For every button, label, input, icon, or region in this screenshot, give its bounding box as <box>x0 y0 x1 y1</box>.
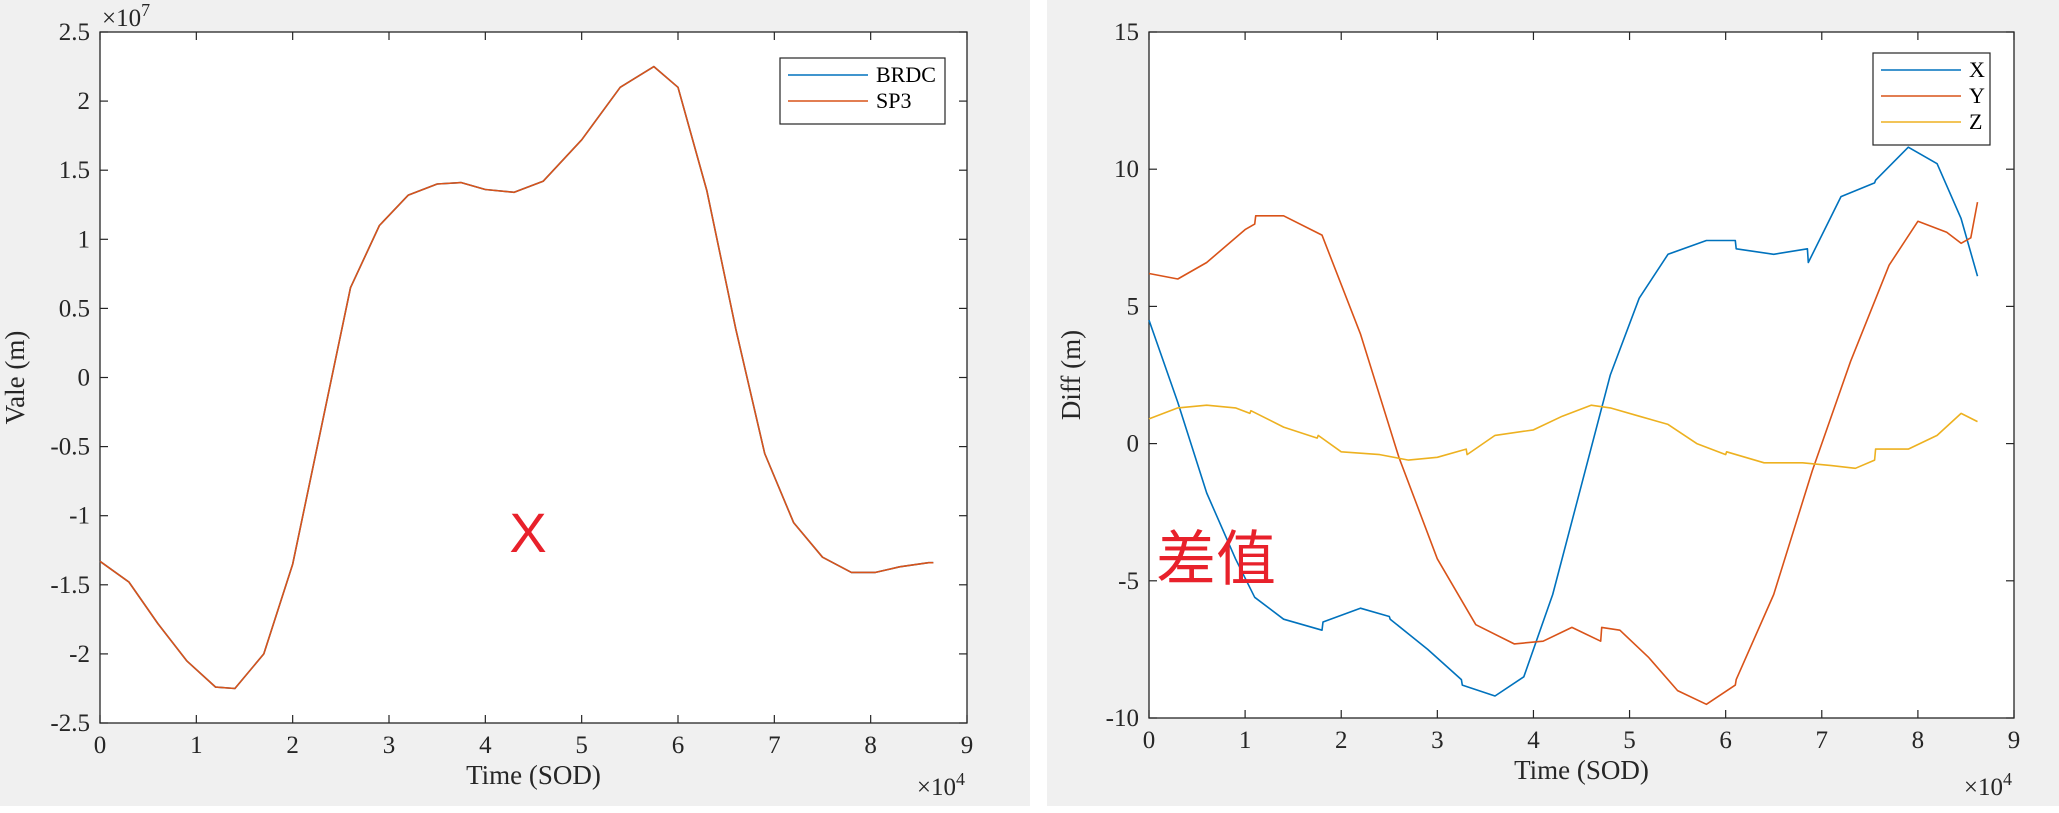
x-tick-label: 0 <box>94 732 107 759</box>
y-tick-label: -1 <box>69 503 90 530</box>
right-figure-panel: 0 1 2 3 4 5 6 7 8 9 -10 -5 0 5 10 15 Time (SOD) Diff (m) ×… <box>1047 0 2059 806</box>
plot-area <box>99 31 968 724</box>
x-axis-label: Time (SOD) <box>466 760 601 790</box>
y-tick-label: 0 <box>1127 431 1140 458</box>
x-tick-label: 6 <box>1719 727 1732 754</box>
x-tick-label: 9 <box>961 732 974 759</box>
y-tick-label: -2.5 <box>50 710 90 737</box>
x-tick-label: 8 <box>864 732 877 759</box>
legend-label-z: Z <box>1969 109 1982 134</box>
plot-area <box>1148 31 2015 719</box>
x-axis-multiplier: ×104 <box>1964 769 2012 801</box>
legend-box <box>1872 52 1991 146</box>
y-tick-label: 1 <box>78 226 91 253</box>
annotation-label: X <box>509 501 546 564</box>
series-line-z <box>1148 404 1978 470</box>
x-tick-label: 7 <box>1816 727 1829 754</box>
x-tick-label: 8 <box>1912 727 1925 754</box>
x-tick-label: 5 <box>1623 727 1636 754</box>
x-tick-label: 3 <box>1431 727 1444 754</box>
y-tick-label: 0 <box>78 365 91 392</box>
y-tick-label: 10 <box>1114 156 1139 183</box>
x-tick-label: 7 <box>768 732 781 759</box>
y-tick-label: 2 <box>78 88 91 115</box>
y-tick-label: -5 <box>1118 568 1139 595</box>
left-figure-panel: 0 1 2 3 4 5 6 7 8 9 -2.5 -2 -1.5 -1 -0.5 0 0.5 1 1.5 2 2.5 Ti… <box>0 0 1030 806</box>
legend-label-x: X <box>1969 57 1985 82</box>
x-tick-label: 6 <box>672 732 685 759</box>
y-tick-label: 5 <box>1127 293 1140 320</box>
x-tick-label: 2 <box>286 732 299 759</box>
x-axis-multiplier: ×104 <box>917 769 965 801</box>
y-tick-label: -10 <box>1106 705 1139 732</box>
y-tick-label: -1.5 <box>50 572 90 599</box>
legend-box <box>779 57 946 125</box>
x-tick-label: 2 <box>1335 727 1348 754</box>
y-tick-label: -0.5 <box>50 434 90 461</box>
x-tick-label: 4 <box>1527 727 1540 754</box>
x-tick-label: 9 <box>2008 727 2021 754</box>
x-tick-label: 5 <box>575 732 588 759</box>
y-axis-multiplier: ×107 <box>102 0 150 32</box>
x-tick-label: 1 <box>190 732 203 759</box>
position-chart: 0 1 2 3 4 5 6 7 8 9 -2.5 -2 -1.5 -1 -0.5 0 0.5 1 1.5 2 2.5 Ti… <box>0 0 974 801</box>
y-tick-label: -2 <box>69 641 90 668</box>
series-line-y <box>1148 201 1979 706</box>
legend-label-sp3: SP3 <box>876 88 911 113</box>
series-line-x <box>1148 146 1979 697</box>
x-tick-label: 0 <box>1143 727 1156 754</box>
x-tick-label: 4 <box>479 732 492 759</box>
annotation-label: 差值 <box>1156 526 1276 593</box>
legend-label-y: Y <box>1969 83 1985 108</box>
y-tick-label: 1.5 <box>59 157 90 184</box>
legend-label-brdc: BRDC <box>876 62 936 87</box>
x-axis-label: Time (SOD) <box>1514 755 1649 785</box>
series-line-sp3 <box>99 65 934 690</box>
y-tick-label: 0.5 <box>59 295 90 322</box>
y-axis-label: Vale (m) <box>0 331 30 425</box>
y-axis-label: Diff (m) <box>1056 330 1086 420</box>
y-tick-label: 15 <box>1114 19 1139 46</box>
x-tick-label: 3 <box>383 732 396 759</box>
difference-chart: 0 1 2 3 4 5 6 7 8 9 -10 -5 0 5 10 15 Time (SOD) Diff (m) ×… <box>1056 19 2021 801</box>
y-tick-label: 2.5 <box>59 19 90 46</box>
x-tick-label: 1 <box>1239 727 1252 754</box>
